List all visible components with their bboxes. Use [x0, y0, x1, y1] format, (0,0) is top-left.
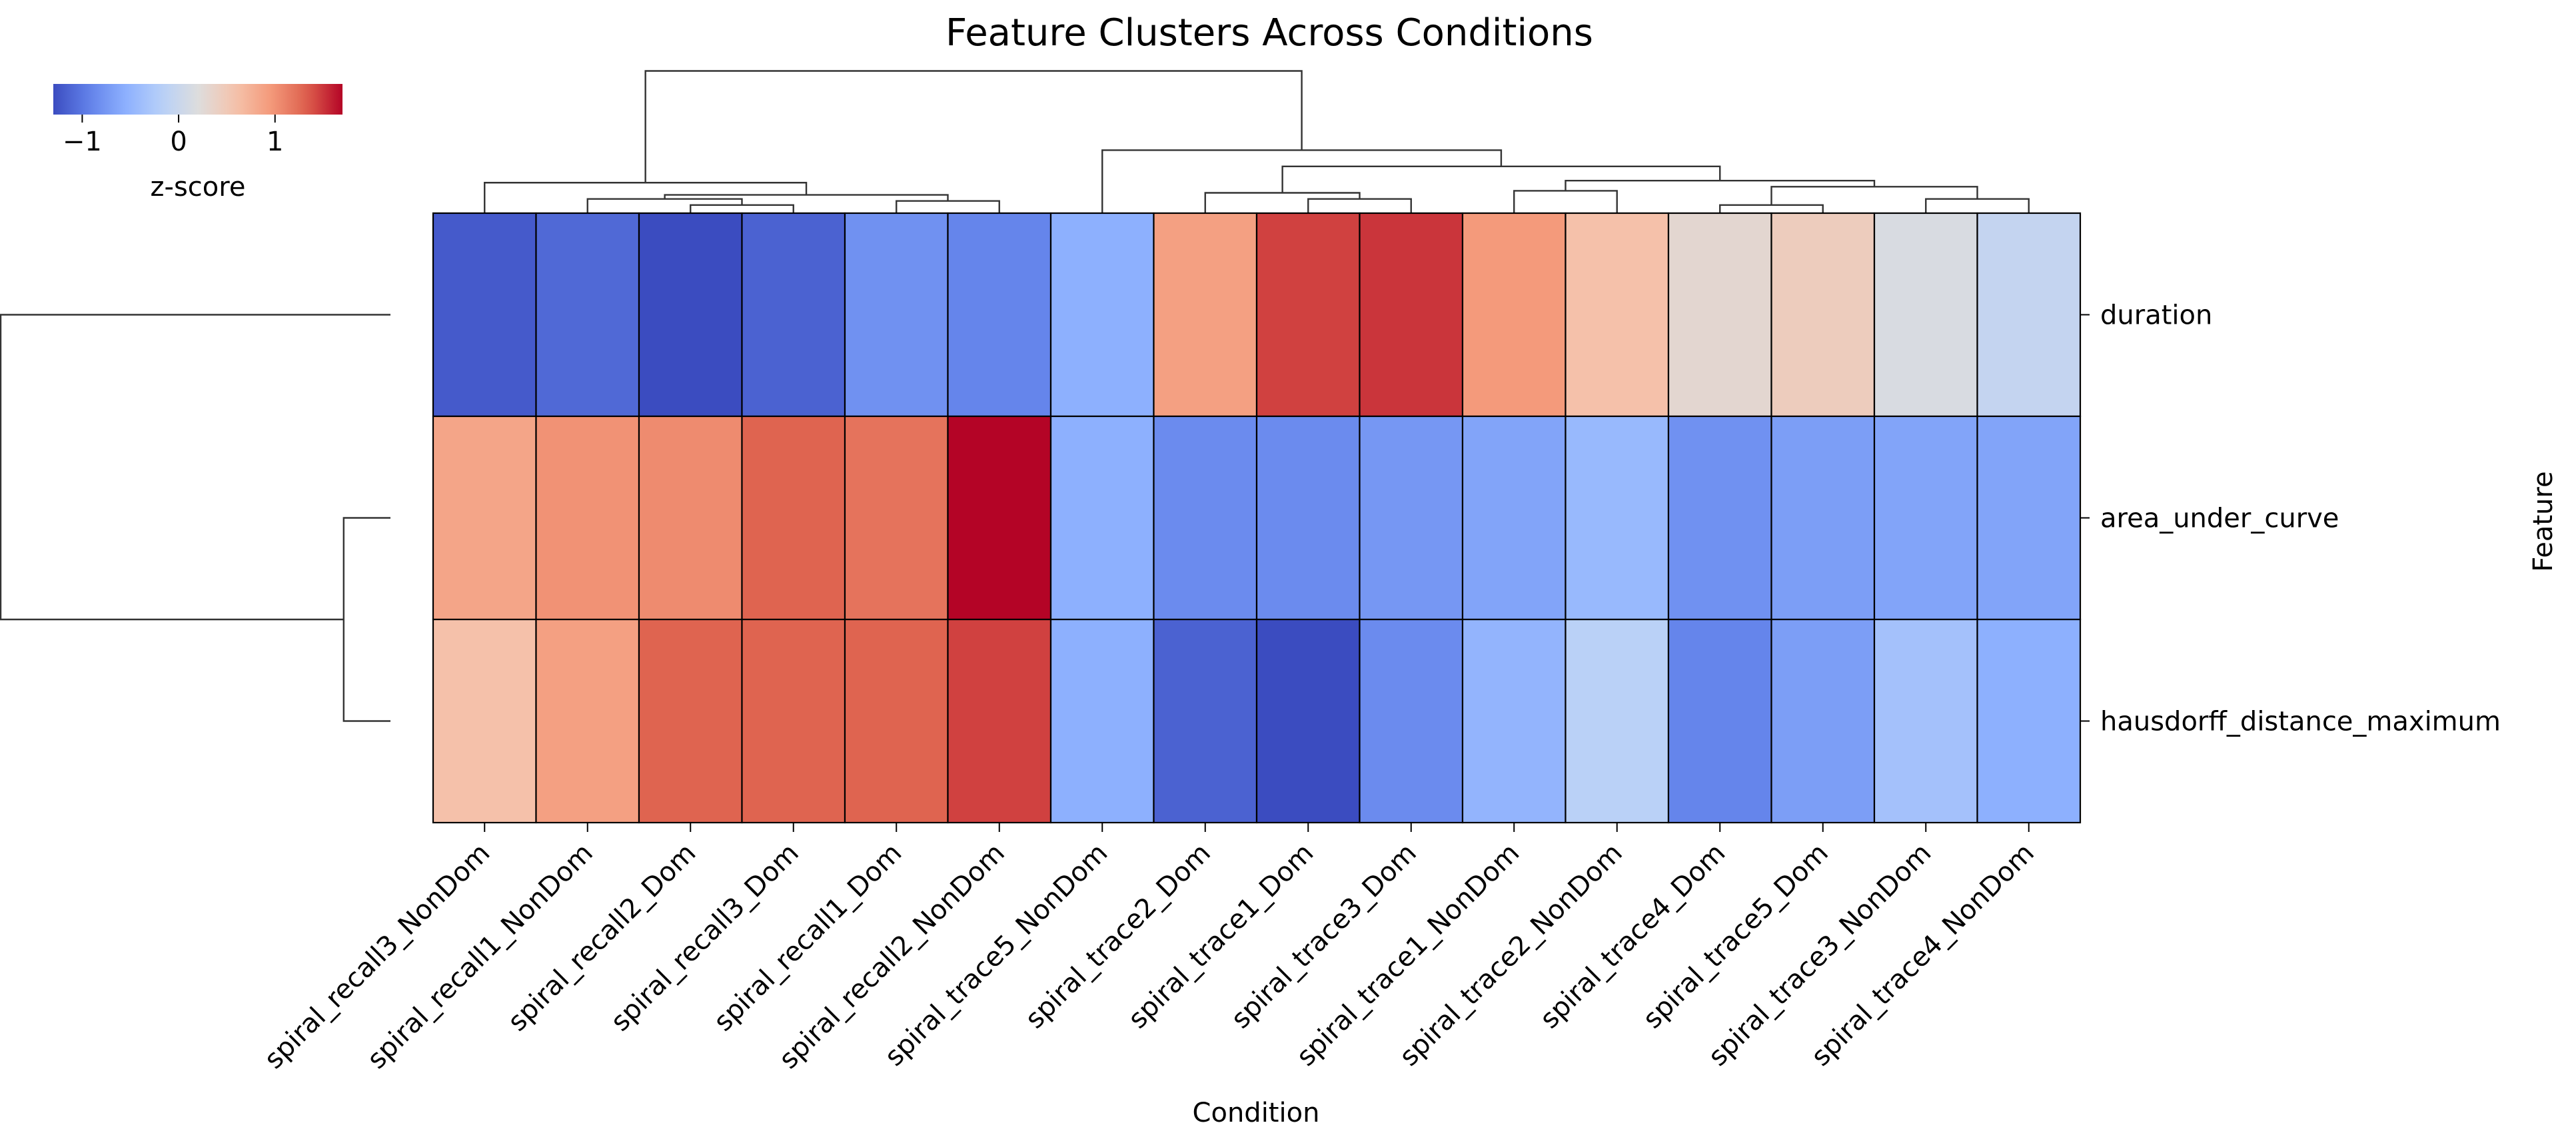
row-dendrogram [0, 314, 390, 722]
heatmap-cell-hausdorff_distance_maximum-spiral_trace2_Dom [1153, 618, 1258, 824]
dendrogram-link [664, 194, 949, 201]
heatmap-cell-duration-spiral_trace1_Dom [1255, 212, 1361, 418]
heatmap-cell-hausdorff_distance_maximum-spiral_recall1_NonDom [535, 618, 640, 824]
heatmap-cell-area_under_curve-spiral_trace3_NonDom [1873, 415, 1978, 621]
heatmap-cell-area_under_curve-spiral_recall3_Dom [741, 415, 846, 621]
colorbar-ticks: −1 0 1 [63, 115, 283, 157]
heatmap-cell-hausdorff_distance_maximum-spiral_recall2_NonDom [947, 618, 1052, 824]
x-tick-label: spiral_trace2_Dom [1019, 838, 1217, 1035]
heatmap-cell-duration-spiral_recall1_Dom [844, 212, 949, 418]
heatmap-cell-duration-spiral_recall3_NonDom [432, 212, 537, 418]
heatmap-cell-hausdorff_distance_maximum-spiral_recall3_NonDom [432, 618, 537, 824]
x-tick-label: spiral_recall2_Dom [502, 838, 702, 1038]
heatmap-cell-duration-spiral_recall3_Dom [741, 212, 846, 418]
heatmap-cell-hausdorff_distance_maximum-spiral_trace1_NonDom [1461, 618, 1567, 824]
x-axis-label: Condition [1193, 1098, 1320, 1128]
dendrogram-link [1925, 198, 2030, 213]
heatmap-cell-hausdorff_distance_maximum-spiral_trace2_NonDom [1565, 618, 1670, 824]
x-tick-label: spiral_trace5_Dom [1637, 838, 1834, 1035]
heatmap-cell-area_under_curve-spiral_trace1_Dom [1255, 415, 1361, 621]
heatmap-cell-duration-spiral_recall2_Dom [638, 212, 743, 418]
heatmap-cell-duration-spiral_trace4_NonDom [1976, 212, 2082, 418]
y-axis-label: Feature [2528, 471, 2559, 572]
heatmap-cell-duration-spiral_trace3_Dom [1359, 212, 1464, 418]
heatmap-cell-hausdorff_distance_maximum-spiral_trace4_NonDom [1976, 618, 2082, 824]
heatmap-cell-hausdorff_distance_maximum-spiral_trace1_Dom [1255, 618, 1361, 824]
heatmap-cell-hausdorff_distance_maximum-spiral_trace5_NonDom [1049, 618, 1155, 824]
heatmap-cell-area_under_curve-spiral_trace3_Dom [1359, 415, 1464, 621]
dendrogram-link [586, 198, 743, 213]
heatmap-cell-hausdorff_distance_maximum-spiral_trace3_Dom [1359, 618, 1464, 824]
dendrogram-link [690, 204, 794, 213]
x-tick-label: spiral_recall3_Dom [605, 838, 805, 1038]
heatmap-cell-area_under_curve-spiral_recall2_Dom [638, 415, 743, 621]
heatmap-cell-hausdorff_distance_maximum-spiral_trace5_Dom [1770, 618, 1876, 824]
heatmap-cell-hausdorff_distance_maximum-spiral_recall3_Dom [741, 618, 846, 824]
dendrogram-link [1719, 204, 1824, 213]
heatmap-cell-area_under_curve-spiral_trace4_Dom [1667, 415, 1772, 621]
heatmap-cell-hausdorff_distance_maximum-spiral_trace3_NonDom [1873, 618, 1978, 824]
dendrogram-link [0, 314, 390, 621]
heatmap-cell-area_under_curve-spiral_trace2_Dom [1153, 415, 1258, 621]
heatmap-cell-area_under_curve-spiral_trace4_NonDom [1976, 415, 2082, 621]
heatmap-cell-duration-spiral_trace5_Dom [1770, 212, 1876, 418]
dendrogram-link [896, 200, 1000, 213]
colorbar-tick-label: 1 [267, 127, 283, 157]
heatmap-cell-area_under_curve-spiral_recall1_Dom [844, 415, 949, 621]
dendrogram-link [1565, 180, 1876, 191]
heatmap-cell-area_under_curve-spiral_recall3_NonDom [432, 415, 537, 621]
dendrogram-link [342, 517, 390, 722]
dendrogram-link [484, 182, 808, 213]
chart-title: Feature Clusters Across Conditions [946, 11, 1593, 55]
heatmap-cell-area_under_curve-spiral_recall2_NonDom [947, 415, 1052, 621]
dendrogram-link [1307, 198, 1412, 213]
dendrogram-link [1101, 149, 1503, 213]
x-tick-label: spiral_trace3_Dom [1225, 838, 1423, 1035]
dendrogram-link [1513, 190, 1618, 213]
colorbar-tick-label: −1 [63, 127, 102, 157]
y-tick-label: hausdorff_distance_maximum [2100, 707, 2501, 737]
heatmap-cell-area_under_curve-spiral_trace5_Dom [1770, 415, 1876, 621]
dendrogram-link [1281, 165, 1721, 193]
heatmap-cell-area_under_curve-spiral_trace1_NonDom [1461, 415, 1567, 621]
heatmap-cell-area_under_curve-spiral_trace5_NonDom [1049, 415, 1155, 621]
heatmap-cell-duration-spiral_trace3_NonDom [1873, 212, 1978, 418]
y-tick-label: duration [2100, 300, 2212, 331]
heatmap-cell-hausdorff_distance_maximum-spiral_recall1_Dom [844, 618, 949, 824]
heatmap-cell-duration-spiral_trace4_Dom [1667, 212, 1772, 418]
heatmap-cell-area_under_curve-spiral_recall1_NonDom [535, 415, 640, 621]
heatmap-cell-hausdorff_distance_maximum-spiral_trace4_Dom [1667, 618, 1772, 824]
x-tick-label: spiral_recall1_Dom [708, 838, 908, 1038]
column-dendrogram [484, 70, 2030, 213]
heatmap-cell-duration-spiral_trace1_NonDom [1461, 212, 1567, 418]
heatmap-cell-duration-spiral_trace5_NonDom [1049, 212, 1155, 418]
dendrogram-link [1770, 186, 1978, 205]
colorbar-tick-label: 0 [170, 127, 187, 157]
y-tick-label: area_under_curve [2100, 504, 2339, 534]
x-tick-label: spiral_trace1_Dom [1123, 838, 1320, 1035]
dendrogram-link [1204, 192, 1361, 213]
heatmap-cell-duration-spiral_trace2_Dom [1153, 212, 1258, 418]
heatmap-cell-duration-spiral_recall2_NonDom [947, 212, 1052, 418]
colorbar-gradient [53, 84, 342, 115]
heatmap-grid [432, 212, 2082, 824]
colorbar-label: z-score [151, 172, 246, 202]
y-axis-ticks: duration area_under_curve hausdorff_distan… [2080, 300, 2501, 737]
heatmap-cell-area_under_curve-spiral_trace2_NonDom [1565, 415, 1670, 621]
x-tick-label: spiral_trace4_Dom [1535, 838, 1732, 1035]
heatmap-cell-duration-spiral_trace2_NonDom [1565, 212, 1670, 418]
x-axis-ticks: spiral_recall3_NonDomspiral_recall1_NonD… [259, 823, 2040, 1075]
heatmap-cell-hausdorff_distance_maximum-spiral_recall2_Dom [638, 618, 743, 824]
dendrogram-link [644, 70, 1303, 183]
colorbar: −1 0 1 z-score [53, 84, 342, 202]
heatmap-cell-duration-spiral_recall1_NonDom [535, 212, 640, 418]
